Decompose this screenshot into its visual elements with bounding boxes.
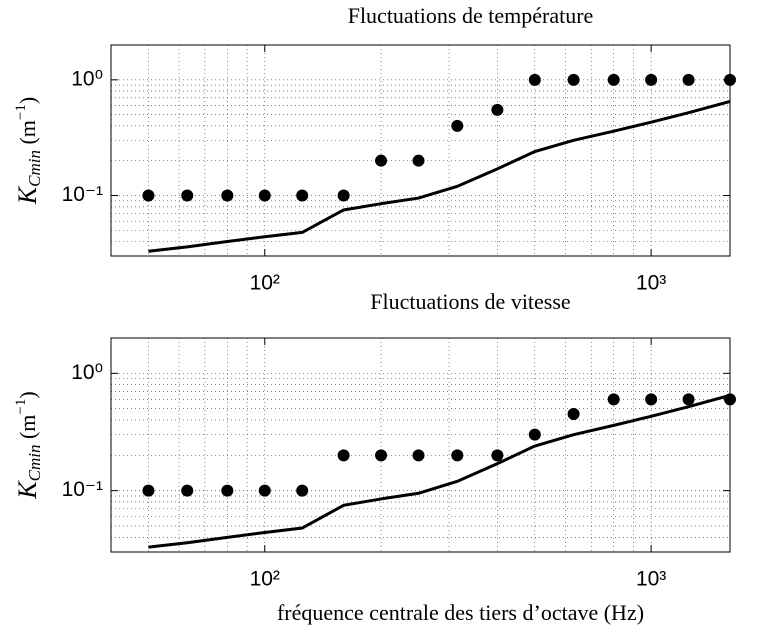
dot	[412, 154, 425, 167]
y-axis-label-part: −1	[13, 399, 29, 415]
dot	[221, 484, 234, 497]
y-tick-label: 10⁻¹	[62, 478, 103, 501]
y-axis-label-part: K	[13, 480, 42, 500]
plot-frame	[110, 44, 731, 257]
line	[148, 393, 731, 549]
chart-title: Fluctuations de température	[348, 3, 594, 28]
x-axis-label: fréquence centrale des tiers d’octave (H…	[277, 600, 644, 625]
dot	[451, 119, 464, 132]
dot	[337, 189, 350, 202]
dot	[296, 189, 309, 202]
x-tick-label: 10²	[250, 272, 280, 295]
line	[148, 100, 731, 253]
dot	[258, 189, 271, 202]
dot	[337, 449, 350, 462]
x-tick-label: 10²	[250, 568, 280, 591]
y-axis-label-part: K	[13, 185, 42, 205]
y-axis-label-part: Cmin	[25, 150, 44, 187]
dot	[567, 408, 580, 421]
dot	[567, 73, 580, 86]
chart-title: Fluctuations de vitesse	[370, 289, 570, 314]
dot	[181, 189, 194, 202]
dot	[528, 428, 541, 441]
dot	[451, 449, 464, 462]
dot	[412, 449, 425, 462]
y-tick-label: 10⁻¹	[62, 183, 103, 206]
y-tick-label: 10⁰	[71, 361, 103, 384]
y-axis-label: KCmin (m−1)	[13, 391, 44, 499]
dot	[682, 73, 695, 86]
y-axis-label-part: (m	[15, 120, 40, 150]
y-axis-label-part: )	[15, 97, 40, 104]
dot	[491, 449, 504, 462]
y-tick-label: 10⁰	[71, 67, 103, 90]
dot	[724, 73, 736, 86]
y-axis-label-part: )	[15, 391, 40, 398]
y-axis-label-part: (m	[15, 415, 40, 445]
dot	[142, 189, 155, 202]
dot	[221, 189, 234, 202]
dot	[607, 73, 620, 86]
dot	[607, 393, 620, 406]
y-axis-label-part: Cmin	[25, 445, 44, 482]
dot	[375, 449, 388, 462]
dot	[491, 103, 504, 116]
dot	[375, 154, 388, 167]
plot-frame	[110, 337, 731, 553]
dot	[296, 484, 309, 497]
dot	[645, 393, 658, 406]
x-tick-label: 10³	[636, 272, 666, 295]
x-tick-label: 10³	[636, 568, 666, 591]
dot	[142, 484, 155, 497]
dot	[528, 73, 541, 86]
y-axis-label: KCmin (m−1)	[13, 97, 44, 205]
y-axis-label-part: −1	[13, 104, 29, 120]
dot	[258, 484, 271, 497]
dot	[682, 393, 695, 406]
dot	[645, 73, 658, 86]
dot	[181, 484, 194, 497]
